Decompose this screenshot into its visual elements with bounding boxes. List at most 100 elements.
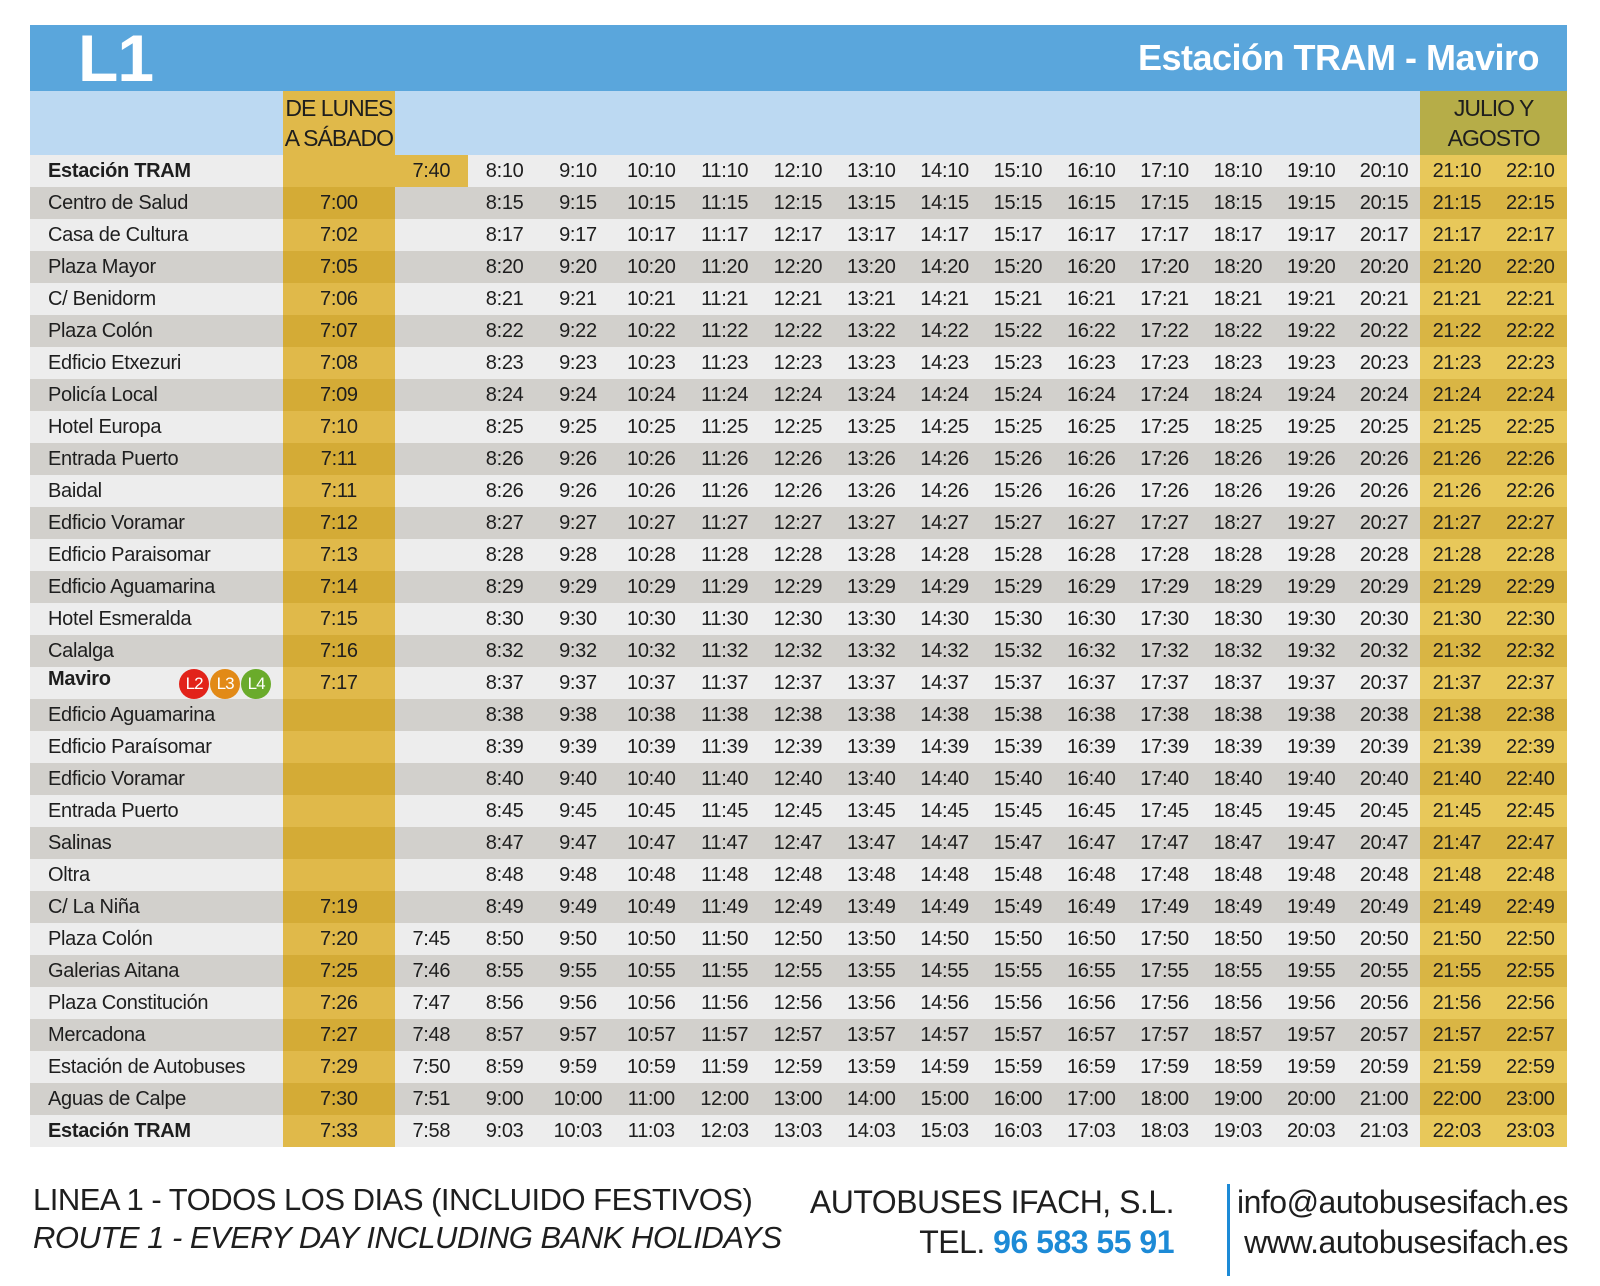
departure-time: 16:26 bbox=[1054, 475, 1128, 507]
departure-time: 17:24 bbox=[1127, 379, 1202, 411]
departure-time: 9:39 bbox=[541, 731, 615, 763]
departure-time: 9:24 bbox=[541, 379, 615, 411]
departure-time: 18:24 bbox=[1201, 379, 1275, 411]
departure-time: 13:20 bbox=[834, 251, 908, 283]
departure-time: 9:28 bbox=[541, 539, 615, 571]
departure-time: 14:47 bbox=[907, 827, 982, 859]
departure-time: 17:03 bbox=[1054, 1115, 1128, 1147]
departure-time: 13:47 bbox=[834, 827, 908, 859]
departure-time bbox=[394, 347, 468, 379]
summer-header-line: AGOSTO bbox=[1447, 125, 1541, 151]
departure-time: 22:38 bbox=[1493, 699, 1567, 731]
departure-time: 13:37 bbox=[834, 667, 908, 699]
departure-time: 22:27 bbox=[1493, 507, 1567, 539]
stop-name: Oltra bbox=[30, 859, 284, 891]
departure-time: 20:00 bbox=[1274, 1083, 1348, 1115]
departure-time: 9:00 bbox=[467, 1083, 542, 1115]
departure-time: 14:32 bbox=[907, 635, 982, 667]
departure-time: 16:24 bbox=[1054, 379, 1128, 411]
departure-time: 19:38 bbox=[1274, 699, 1348, 731]
departure-time: 17:39 bbox=[1127, 731, 1202, 763]
departure-time: 11:20 bbox=[687, 251, 762, 283]
stop-name-label: Salinas bbox=[48, 831, 112, 854]
departure-time: 9:50 bbox=[541, 923, 615, 955]
departure-time bbox=[394, 315, 468, 347]
stop-name-label: Edficio Voramar bbox=[48, 767, 185, 790]
departure-time: 17:21 bbox=[1127, 283, 1202, 315]
email-link[interactable]: info@autobusesifach.es bbox=[1236, 1184, 1569, 1220]
departure-time: 10:48 bbox=[614, 859, 688, 891]
departure-time: 13:30 bbox=[834, 603, 908, 635]
departure-time: 19:20 bbox=[1274, 251, 1348, 283]
departure-time: 11:37 bbox=[687, 667, 762, 699]
stop-name: Mercadona bbox=[30, 1019, 284, 1051]
stop-row: Maviro L2 L3 L4 7:17 8:37 9:37 10:37 11:37 12:37 1… bbox=[30, 667, 1567, 699]
departure-time: 7:47 bbox=[394, 987, 468, 1019]
stop-row: Salinas 8:47 9:47 10:47 11:47 12:47 13:47 14:47… bbox=[30, 827, 1567, 859]
departure-time: 15:48 bbox=[981, 859, 1055, 891]
departure-time: 18:26 bbox=[1201, 475, 1275, 507]
departure-time: 11:23 bbox=[687, 347, 762, 379]
stop-name-label: Hotel Europa bbox=[48, 415, 162, 438]
departure-time: 10:27 bbox=[614, 507, 688, 539]
departure-time: 20:22 bbox=[1347, 315, 1421, 347]
departure-time: 21:55 bbox=[1420, 955, 1494, 987]
departure-time: 16:37 bbox=[1054, 667, 1128, 699]
departure-time: 17:28 bbox=[1127, 539, 1202, 571]
departure-time: 7:11 bbox=[283, 443, 395, 475]
departure-time: 10:20 bbox=[614, 251, 688, 283]
stop-name-label: Edficio Aguamarina bbox=[48, 575, 215, 598]
departure-time: 20:23 bbox=[1347, 347, 1421, 379]
departure-time: 12:40 bbox=[761, 763, 835, 795]
departure-time: 14:27 bbox=[907, 507, 982, 539]
departure-time: 16:17 bbox=[1054, 219, 1128, 251]
departure-time: 10:21 bbox=[614, 283, 688, 315]
phone-number[interactable]: 96 583 55 91 bbox=[993, 1224, 1174, 1260]
departure-time: 16:57 bbox=[1054, 1019, 1128, 1051]
departure-time: 20:10 bbox=[1347, 155, 1421, 187]
departure-time: 11:28 bbox=[687, 539, 762, 571]
departure-time: 10:28 bbox=[614, 539, 688, 571]
departure-time: 19:28 bbox=[1274, 539, 1348, 571]
weekday-header: DE LUNES A SÁBADO bbox=[283, 91, 395, 155]
departure-time: 22:55 bbox=[1493, 955, 1567, 987]
footer-line-english: ROUTE 1 - EVERY DAY INCLUDING BANK HOLID… bbox=[33, 1220, 782, 1255]
departure-time: 22:29 bbox=[1493, 571, 1567, 603]
departure-time: 22:00 bbox=[1420, 1083, 1494, 1115]
departure-time bbox=[394, 283, 468, 315]
departure-time: 15:28 bbox=[981, 539, 1055, 571]
departure-time: 17:22 bbox=[1127, 315, 1202, 347]
departure-time: 19:47 bbox=[1274, 827, 1348, 859]
departure-time: 22:30 bbox=[1493, 603, 1567, 635]
departure-time: 15:49 bbox=[981, 891, 1055, 923]
departure-time: 10:47 bbox=[614, 827, 688, 859]
stop-name: Salinas bbox=[30, 827, 284, 859]
departure-time: 22:20 bbox=[1493, 251, 1567, 283]
departure-time bbox=[394, 891, 468, 923]
website-link[interactable]: www.autobusesifach.es bbox=[1244, 1224, 1568, 1260]
departure-time: 14:25 bbox=[907, 411, 982, 443]
departure-time: 12:47 bbox=[761, 827, 835, 859]
departure-time: 17:45 bbox=[1127, 795, 1202, 827]
departure-time: 7:46 bbox=[394, 955, 468, 987]
departure-time: 8:25 bbox=[467, 411, 542, 443]
departure-time: 9:30 bbox=[541, 603, 615, 635]
departure-time: 20:59 bbox=[1347, 1051, 1421, 1083]
departure-time: 12:30 bbox=[761, 603, 835, 635]
departure-time: 13:03 bbox=[761, 1115, 835, 1147]
stop-name-label: Estación TRAM bbox=[48, 159, 191, 182]
departure-time: 9:25 bbox=[541, 411, 615, 443]
departure-time: 21:45 bbox=[1420, 795, 1494, 827]
departure-time: 22:21 bbox=[1493, 283, 1567, 315]
line-code: L1 bbox=[78, 21, 154, 95]
departure-time: 7:51 bbox=[394, 1083, 468, 1115]
departure-time: 16:56 bbox=[1054, 987, 1128, 1019]
departure-time: 11:48 bbox=[687, 859, 762, 891]
departure-time: 11:32 bbox=[687, 635, 762, 667]
departure-time: 10:38 bbox=[614, 699, 688, 731]
departure-time: 22:48 bbox=[1493, 859, 1567, 891]
departure-time: 22:37 bbox=[1493, 667, 1567, 699]
departure-time: 12:24 bbox=[761, 379, 835, 411]
departure-time: 14:15 bbox=[907, 187, 982, 219]
departure-time: 17:15 bbox=[1127, 187, 1202, 219]
